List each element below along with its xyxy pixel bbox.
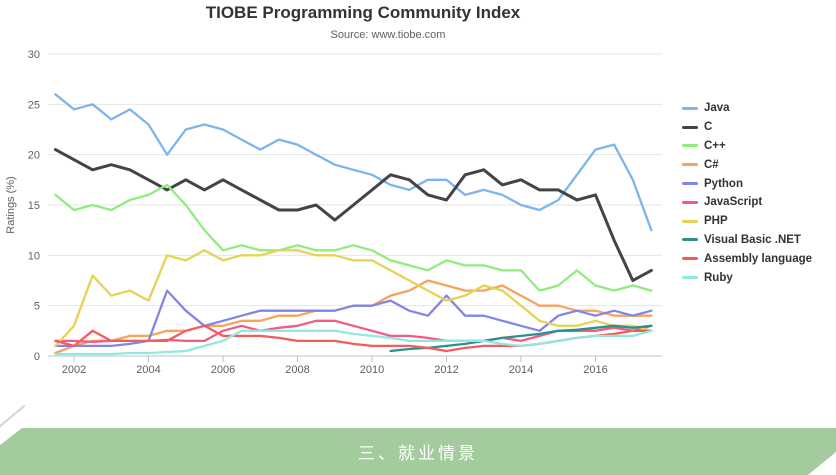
y-tick-label-20: 20 [28,150,40,162]
series-line-java [54,93,653,232]
legend-item-php[interactable]: PHP [682,212,812,231]
x-tick-label-2006: 2006 [211,364,235,376]
tiobe-line-chart: 0 5 10 15 20 25 30 2002 2004 2006 2008 2010 2012 2014… [5,49,662,376]
legend-label: PHP [704,215,728,228]
legend-swatch-icon [682,219,698,223]
legend-item-ruby[interactable]: Ruby [682,268,812,287]
y-tick-label-0: 0 [34,351,40,363]
y-axis-title: Ratings (%) [5,176,17,233]
legend-swatch-icon [682,200,698,204]
chart-legend: Java C C++ C# Python JavaScript PHP Visual Basi… [682,99,812,287]
legend-item-javascript[interactable]: JavaScript [682,193,812,212]
legend-swatch-icon [682,106,698,110]
chart-subtitle: Source: www.tiobe.com [330,29,446,41]
legend-item-visual-basic-net[interactable]: Visual Basic .NET [682,231,812,250]
legend-label: JavaScript [704,196,763,209]
legend-swatch-icon [682,125,698,129]
x-tick-label-2014: 2014 [509,364,533,376]
legend-label: Assembly language [704,252,813,265]
x-tick-label-2002: 2002 [62,364,86,376]
legend-item-c-[interactable]: C++ [682,137,812,156]
legend-label: C [704,121,713,134]
legend-item-c-[interactable]: C# [682,155,812,174]
x-tick-label-2012: 2012 [434,364,458,376]
legend-label: C# [704,158,719,171]
legend-swatch-icon [682,182,698,186]
corner-slash-decoration [0,404,26,430]
y-tick-label-5: 5 [34,301,40,313]
x-tick-label-2004: 2004 [136,364,160,376]
y-tick-label-10: 10 [28,250,40,262]
series-line-php [54,249,653,348]
series-line-python [54,289,653,348]
y-tick-label-30: 30 [28,49,40,61]
y-tick-label-25: 25 [28,99,40,111]
legend-label: Java [704,102,730,115]
legend-swatch-icon [682,257,698,261]
legend-item-java[interactable]: Java [682,99,812,118]
legend-swatch-icon [682,163,698,167]
series-line-visual-basic-net [389,324,653,353]
legend-label: Ruby [704,271,733,284]
x-tick-label-2008: 2008 [285,364,309,376]
x-tick-label-2010: 2010 [360,364,384,376]
series-line-c [53,148,653,282]
legend-item-python[interactable]: Python [682,174,812,193]
legend-swatch-icon [682,144,698,148]
legend-label: C++ [704,139,726,152]
series-line-ruby [54,329,653,356]
legend-swatch-icon [682,238,698,242]
series-line-c- [54,183,653,292]
y-tick-label-15: 15 [28,200,40,212]
legend-item-c[interactable]: C [682,118,812,137]
legend-label: Python [704,177,743,190]
legend-swatch-icon [682,276,698,280]
legend-label: Visual Basic .NET [704,233,801,246]
section-banner-label: 三、就业情景 [358,444,478,463]
section-banner: 三、就业情景 [0,428,836,475]
legend-item-assembly-language[interactable]: Assembly language [682,249,812,268]
chart-title: TIOBE Programming Community Index [205,3,521,22]
x-tick-label-2016: 2016 [583,364,607,376]
